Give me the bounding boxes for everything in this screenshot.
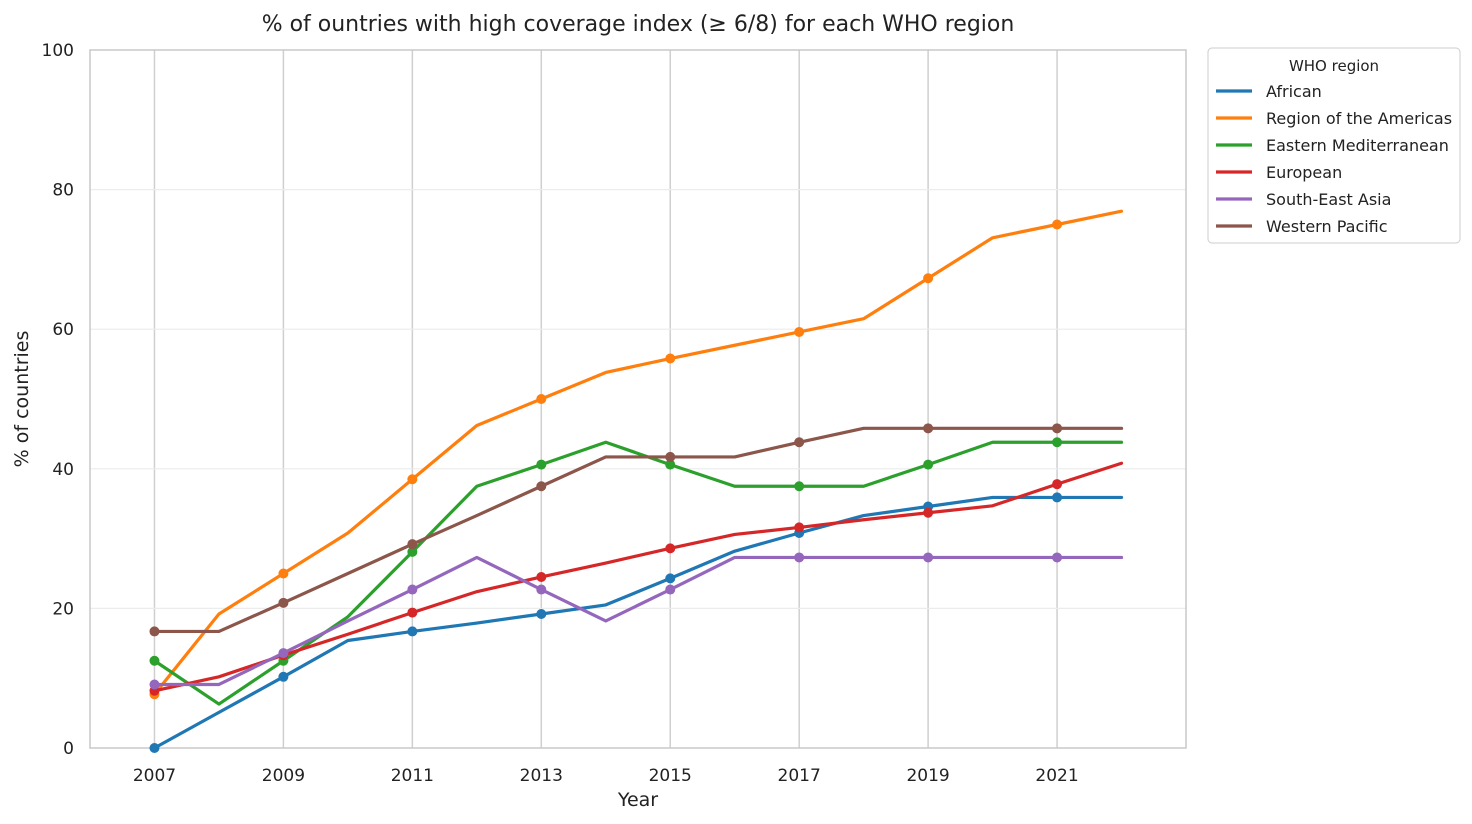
series-african bbox=[149, 492, 1124, 753]
data-point-eastern-mediterranean bbox=[794, 481, 805, 492]
data-point-region-of-the-americas bbox=[923, 273, 934, 284]
legend-item-eastern-mediterranean: Eastern Mediterranean bbox=[1216, 136, 1449, 155]
series-line-african bbox=[152, 495, 1124, 750]
y-tick-label: 100 bbox=[42, 41, 74, 61]
y-tick-label: 0 bbox=[63, 739, 74, 759]
data-point-eastern-mediterranean bbox=[407, 546, 418, 557]
y-tick-label: 40 bbox=[52, 460, 74, 480]
legend-item-south-east-asia: South-East Asia bbox=[1216, 190, 1391, 209]
data-point-region-of-the-americas bbox=[794, 326, 805, 337]
data-point-eastern-mediterranean bbox=[665, 459, 676, 470]
legend-item-region-of-the-americas: Region of the Americas bbox=[1216, 109, 1452, 128]
series-line-european bbox=[152, 461, 1124, 693]
x-tick-label: 2019 bbox=[906, 766, 949, 786]
data-point-region-of-the-americas bbox=[278, 568, 289, 579]
data-point-south-east-asia bbox=[149, 679, 160, 690]
data-point-eastern-mediterranean bbox=[923, 459, 934, 470]
series-line-region-of-the-americas bbox=[152, 209, 1124, 696]
legend-label: South-East Asia bbox=[1266, 190, 1391, 209]
data-point-south-east-asia bbox=[278, 648, 289, 659]
data-point-european bbox=[536, 571, 547, 582]
tick-labels: 2007 2009 2011 2013 2015 2017 2019 2021 0 20 40 60 8… bbox=[42, 41, 1079, 786]
data-point-western-pacific bbox=[1052, 423, 1063, 434]
legend-box bbox=[1207, 47, 1461, 244]
data-point-african bbox=[278, 671, 289, 682]
data-point-african bbox=[536, 608, 547, 619]
series-layer bbox=[149, 209, 1124, 753]
data-point-western-pacific bbox=[149, 626, 160, 637]
grid bbox=[90, 50, 1186, 748]
series-line-western-pacific bbox=[152, 426, 1124, 634]
legend-label: European bbox=[1266, 163, 1342, 182]
series-line-eastern-mediterranean bbox=[152, 440, 1124, 706]
data-point-south-east-asia bbox=[407, 584, 418, 595]
x-tick-label: 2011 bbox=[391, 766, 434, 786]
data-point-south-east-asia bbox=[1052, 552, 1063, 563]
data-point-eastern-mediterranean bbox=[536, 459, 547, 470]
data-point-eastern-mediterranean bbox=[1052, 437, 1063, 448]
data-point-western-pacific bbox=[278, 597, 289, 608]
data-point-region-of-the-americas bbox=[407, 474, 418, 485]
data-point-european bbox=[407, 607, 418, 618]
data-point-western-pacific bbox=[536, 481, 547, 492]
data-point-region-of-the-americas bbox=[665, 353, 676, 364]
y-axis-label: % of countries bbox=[11, 331, 33, 468]
x-tick-label: 2021 bbox=[1035, 766, 1078, 786]
data-point-south-east-asia bbox=[665, 584, 676, 595]
data-point-african bbox=[665, 573, 676, 584]
x-tick-label: 2015 bbox=[649, 766, 692, 786]
data-point-western-pacific bbox=[407, 539, 418, 550]
legend-item-western-pacific: Western Pacific bbox=[1216, 217, 1388, 236]
data-point-african bbox=[407, 626, 418, 637]
legend-item-european: European bbox=[1216, 163, 1342, 182]
data-point-western-pacific bbox=[665, 451, 676, 462]
series-western-pacific bbox=[149, 423, 1124, 637]
series-line-south-east-asia bbox=[152, 555, 1124, 687]
legend-items: African Region of the Americas Eastern Med… bbox=[1216, 82, 1452, 236]
data-point-south-east-asia bbox=[923, 552, 934, 563]
x-axis-label: Year bbox=[617, 789, 658, 811]
chart-title: % of ountries with high coverage index (… bbox=[262, 12, 1015, 37]
series-region-of-the-americas bbox=[149, 209, 1124, 700]
data-point-western-pacific bbox=[794, 437, 805, 448]
x-tick-label: 2007 bbox=[133, 766, 176, 786]
data-point-south-east-asia bbox=[794, 552, 805, 563]
series-european bbox=[149, 461, 1124, 696]
legend: WHO region African Region of the Americas… bbox=[1207, 47, 1461, 244]
legend-label: African bbox=[1266, 82, 1322, 101]
legend-label: Region of the Americas bbox=[1266, 109, 1452, 128]
y-tick-label: 20 bbox=[52, 599, 74, 619]
legend-title: WHO region bbox=[1289, 57, 1379, 75]
data-point-region-of-the-americas bbox=[1052, 219, 1063, 230]
data-point-african bbox=[1052, 492, 1063, 503]
data-point-south-east-asia bbox=[536, 584, 547, 595]
data-point-european bbox=[794, 522, 805, 533]
data-point-western-pacific bbox=[923, 423, 934, 434]
data-point-african bbox=[149, 743, 160, 753]
data-point-region-of-the-americas bbox=[536, 394, 547, 404]
y-tick-label: 80 bbox=[52, 181, 74, 201]
legend-label: Eastern Mediterranean bbox=[1266, 136, 1449, 155]
plot-frame bbox=[89, 49, 1187, 749]
data-point-eastern-mediterranean bbox=[149, 655, 160, 666]
series-eastern-mediterranean bbox=[149, 437, 1124, 706]
legend-label: Western Pacific bbox=[1266, 217, 1388, 236]
legend-item-african: African bbox=[1216, 82, 1322, 101]
x-tick-label: 2009 bbox=[262, 766, 305, 786]
y-tick-label: 60 bbox=[52, 320, 74, 340]
series-south-east-asia bbox=[149, 552, 1124, 690]
data-point-european bbox=[665, 543, 676, 554]
data-point-european bbox=[1052, 479, 1063, 490]
x-tick-label: 2017 bbox=[778, 766, 821, 786]
data-point-european bbox=[923, 507, 934, 518]
x-tick-label: 2013 bbox=[520, 766, 563, 786]
